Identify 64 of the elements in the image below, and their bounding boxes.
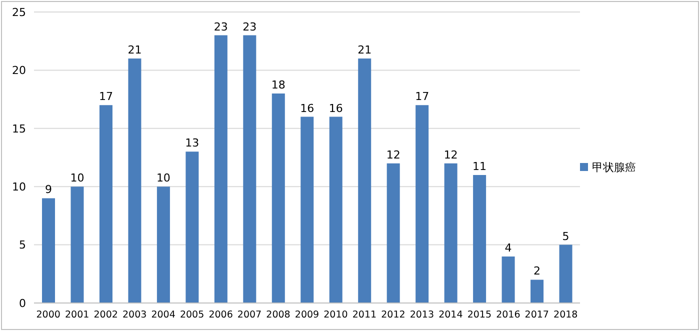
- y-tick-label: 15: [12, 122, 26, 136]
- data-label: 10: [156, 172, 170, 185]
- bar: [70, 186, 84, 303]
- x-tick-label: 2016: [496, 310, 520, 321]
- x-tick-label: 2000: [36, 310, 60, 321]
- data-label: 21: [358, 44, 372, 57]
- x-tick-label: 2011: [352, 310, 377, 321]
- data-label: 18: [271, 78, 286, 92]
- bar: [42, 198, 55, 303]
- data-label: 23: [242, 20, 257, 34]
- data-label: 17: [415, 90, 430, 104]
- data-label: 16: [328, 102, 343, 115]
- x-tick-label: 2005: [180, 310, 204, 321]
- bar: [300, 116, 314, 303]
- x-tick-label: 2017: [524, 310, 549, 321]
- x-tick-label: 2003: [122, 310, 147, 321]
- y-tick-label: 25: [12, 6, 26, 19]
- y-tick-label: 0: [19, 296, 26, 310]
- x-tick-label: 2007: [237, 310, 262, 321]
- data-label: 23: [214, 20, 228, 34]
- bar: [358, 58, 372, 303]
- x-tick-label: 2002: [94, 310, 118, 321]
- bar: [128, 58, 142, 303]
- bar: [214, 35, 228, 303]
- bar: [416, 105, 429, 303]
- x-tick-label: 2006: [208, 310, 233, 321]
- bar: [386, 163, 400, 303]
- x-tick-label: 2010: [324, 310, 348, 321]
- bar: [243, 35, 256, 303]
- bar: [473, 174, 486, 303]
- data-label: 17: [98, 90, 113, 104]
- data-label: 21: [128, 44, 142, 57]
- data-label: 12: [444, 148, 458, 162]
- legend-label: 甲状腺癌: [592, 161, 636, 174]
- y-tick-label: 10: [12, 180, 26, 194]
- data-label: 5: [562, 230, 570, 243]
- bar: [186, 152, 199, 303]
- x-tick-label: 2013: [410, 310, 434, 321]
- data-label: 11: [472, 160, 487, 173]
- x-tick-label: 2009: [294, 310, 320, 321]
- x-tick-label: 2018: [554, 310, 578, 321]
- bar: [559, 244, 572, 303]
- bar: [272, 93, 285, 303]
- data-label: 13: [185, 136, 200, 150]
- x-tick-label: 2004: [151, 310, 176, 321]
- bar: [329, 116, 342, 303]
- x-tick-label: 2015: [467, 310, 492, 321]
- x-tick-label: 2014: [438, 310, 463, 321]
- x-tick-label: 2001: [65, 310, 90, 321]
- y-tick-label: 5: [19, 238, 26, 252]
- x-tick-label: 2012: [381, 310, 406, 321]
- bar: [156, 186, 170, 303]
- data-label: 2: [534, 264, 541, 278]
- bar: [530, 280, 544, 303]
- bar: [99, 105, 112, 303]
- data-label: 4: [504, 241, 512, 254]
- bar: [444, 163, 458, 303]
- data-label: 12: [386, 148, 400, 162]
- x-tick-label: 2008: [266, 310, 290, 321]
- bar: [502, 256, 515, 303]
- data-label: 9: [45, 183, 52, 196]
- data-label: 10: [70, 172, 84, 185]
- y-tick-label: 20: [12, 64, 26, 78]
- data-label: 16: [300, 102, 314, 115]
